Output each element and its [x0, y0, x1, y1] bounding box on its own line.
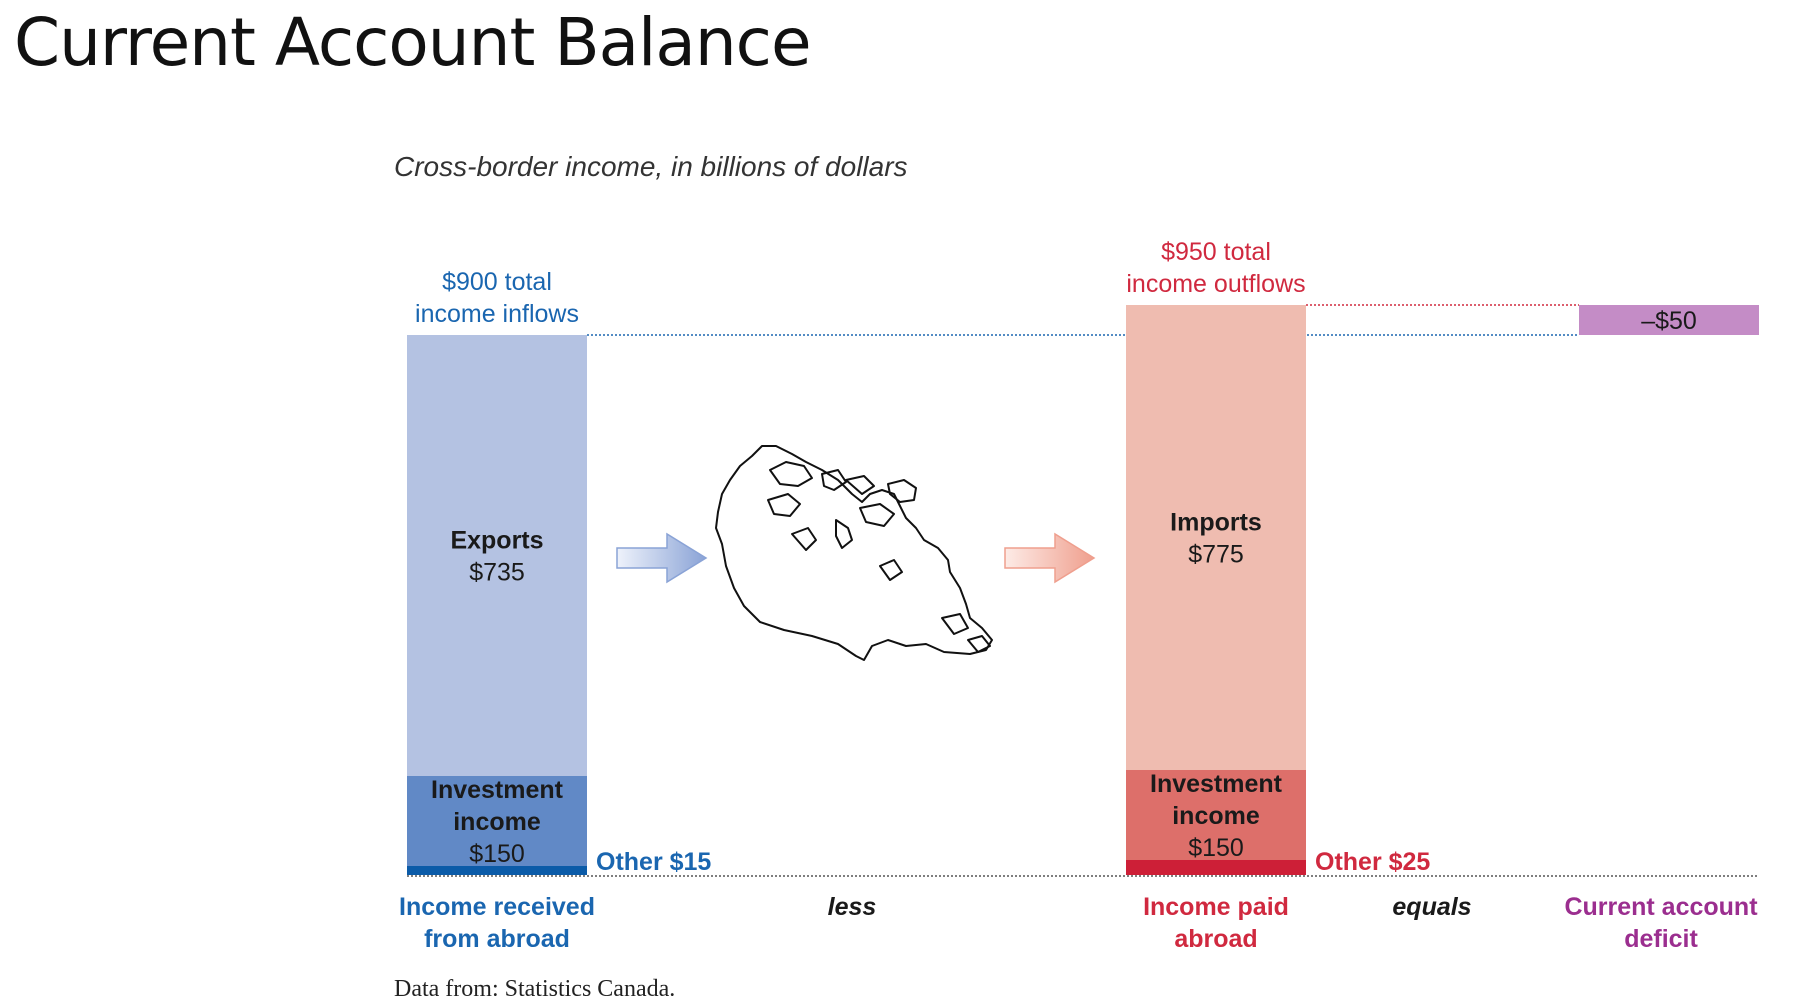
outflow-bar-investment-income — [1126, 770, 1306, 860]
deficit-value-label: –$50 — [1641, 307, 1697, 335]
inflow-bar-other — [407, 866, 587, 875]
outflow-segment-label: $775 — [1188, 541, 1244, 569]
canada-map-icon — [715, 445, 993, 661]
outflow-total-label: income outflows — [1126, 270, 1305, 298]
outflow-segment-label: Imports — [1170, 509, 1262, 537]
slide-title: Current Account Balance — [14, 4, 812, 81]
outflow-other-label: Other $25 — [1315, 848, 1430, 876]
inflow-segment-label: $150 — [469, 840, 525, 868]
outflow-category-label: Income paid — [1143, 893, 1289, 921]
inflow-category-label: Income received — [399, 893, 595, 921]
inflow-total-label: income inflows — [415, 300, 579, 328]
inflow-segment-label: Investment — [431, 776, 564, 804]
deficit-category-label: Current account — [1564, 893, 1758, 921]
inflow-bar-exports — [407, 335, 587, 776]
inflow-segment-label: Exports — [450, 527, 543, 555]
outflow-category-label: abroad — [1174, 925, 1257, 953]
inflow-segment-label: income — [453, 808, 541, 836]
source-note: Data from: Statistics Canada. — [394, 976, 675, 1000]
chart-plot-area: Other $15 Investment income $150 Exports $735… — [399, 238, 1759, 953]
deficit-category-label: deficit — [1624, 925, 1698, 953]
outflow-bar-imports — [1126, 305, 1306, 770]
inflow-segment-label: $735 — [469, 559, 525, 587]
connector-equals: equals — [1392, 893, 1471, 921]
outflow-total-label: $950 total — [1161, 238, 1271, 266]
outflow-bar-other — [1126, 860, 1306, 875]
inflow-bar-investment-income — [407, 776, 587, 866]
inflow-category-label: from abroad — [424, 925, 570, 953]
outflow-segment-label: Investment — [1150, 770, 1283, 798]
deficit-bar — [1579, 305, 1759, 335]
connector-less: less — [828, 893, 877, 921]
chart-subtitle: Cross-border income, in billions of doll… — [394, 151, 908, 182]
inflow-other-label: Other $15 — [596, 848, 711, 876]
outflow-segment-label: income — [1172, 802, 1260, 830]
outflow-segment-label: $150 — [1188, 834, 1244, 862]
outflow-arrow-icon — [1004, 532, 1096, 584]
inflow-total-label: $900 total — [442, 268, 552, 296]
inflow-arrow-icon — [616, 532, 708, 584]
